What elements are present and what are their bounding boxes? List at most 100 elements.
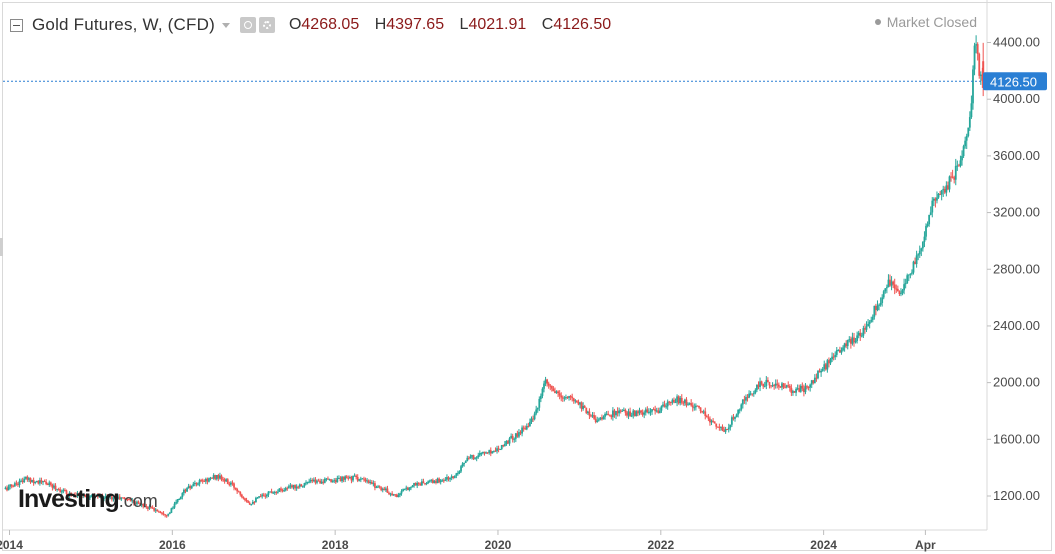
candle-body — [820, 370, 823, 373]
candle-body — [898, 291, 901, 295]
candle-body — [93, 494, 96, 496]
candle-body — [802, 388, 805, 393]
candle-body — [46, 484, 49, 486]
candle-body — [972, 69, 974, 104]
candle-body — [56, 488, 59, 490]
candle-body — [314, 479, 317, 483]
candle-body — [328, 479, 331, 481]
candle-body — [947, 185, 949, 190]
candle-body — [787, 385, 790, 387]
candle-body — [333, 480, 336, 482]
candle-body — [762, 383, 765, 387]
candle-body — [638, 410, 641, 414]
candle-body — [928, 214, 931, 225]
candle-body — [920, 248, 923, 251]
candle-body — [7, 486, 10, 491]
candle-body — [962, 146, 965, 157]
candle-body — [687, 404, 689, 406]
candles-group — [4, 35, 985, 518]
candle-body — [229, 482, 232, 485]
candle-body — [172, 507, 174, 509]
candle-body — [92, 494, 95, 496]
candle-body — [720, 426, 722, 428]
candle-body — [413, 482, 415, 486]
candle-body — [973, 45, 976, 70]
candle-body — [613, 410, 616, 416]
candle-body — [31, 479, 33, 483]
candle-body — [276, 491, 279, 493]
candle-body — [123, 497, 126, 499]
candle-body — [159, 511, 162, 513]
candle-body — [491, 451, 494, 454]
candle-body — [774, 383, 777, 386]
candle-body — [112, 497, 115, 500]
candle-body — [441, 480, 444, 482]
candle-body — [704, 411, 707, 416]
candle-body — [765, 379, 768, 386]
candle-body — [654, 409, 657, 412]
candle-body — [694, 405, 697, 408]
candle-body — [15, 483, 18, 485]
chevron-down-icon[interactable] — [221, 22, 230, 28]
candle-body — [574, 400, 577, 402]
candle-body — [696, 405, 699, 407]
candle-body — [480, 453, 483, 455]
gear-icon[interactable] — [258, 17, 275, 33]
candle-body — [655, 410, 658, 412]
candle-body — [915, 255, 918, 265]
candle-body — [513, 438, 516, 440]
candle-body — [255, 497, 257, 503]
candle-body — [68, 492, 71, 496]
candle-body — [386, 488, 389, 493]
candle-body — [456, 473, 459, 475]
candle-body — [278, 488, 281, 492]
candle-body — [524, 428, 527, 430]
candle-body — [740, 404, 743, 410]
resize-handle[interactable] — [0, 238, 3, 256]
candle-body — [875, 305, 877, 311]
candle-body — [906, 275, 909, 284]
candle-body — [378, 486, 381, 488]
candle-body — [339, 477, 342, 482]
candle-body — [402, 489, 405, 492]
candle-body — [879, 302, 882, 305]
candle-body — [410, 487, 412, 489]
candle-body — [217, 474, 220, 479]
collapse-icon[interactable] — [10, 18, 23, 32]
candle-body — [206, 478, 209, 482]
candle-body — [676, 396, 678, 403]
candle-body — [599, 417, 602, 420]
candle-body — [79, 494, 82, 497]
candle-body — [607, 413, 610, 415]
candle-body — [477, 455, 480, 458]
candle-body — [552, 388, 555, 392]
low-label: L — [459, 16, 469, 33]
candle-body — [961, 156, 963, 161]
candle-body — [530, 418, 533, 422]
candle-body — [73, 494, 76, 496]
candle-body — [212, 475, 215, 479]
open-label: O — [288, 16, 302, 33]
candle-body — [521, 427, 523, 434]
candle-body — [493, 450, 495, 452]
candle-body — [602, 416, 605, 420]
candle-body — [579, 402, 581, 405]
candle-body — [483, 451, 486, 454]
candle-body — [677, 396, 680, 404]
candle-body — [251, 501, 254, 505]
candle-body — [885, 287, 888, 289]
candle-body — [366, 480, 368, 482]
candle-body — [452, 476, 455, 478]
candle-body — [837, 349, 840, 351]
candle-body — [588, 411, 591, 416]
candle-body — [6, 487, 8, 491]
candle-body — [394, 494, 397, 496]
candle-body — [662, 404, 664, 407]
candle-body — [136, 501, 138, 505]
candle-body — [737, 409, 740, 415]
candle-body — [790, 387, 793, 393]
candle-body — [435, 480, 437, 484]
candle-body — [629, 411, 632, 417]
eye-icon[interactable] — [239, 17, 256, 33]
